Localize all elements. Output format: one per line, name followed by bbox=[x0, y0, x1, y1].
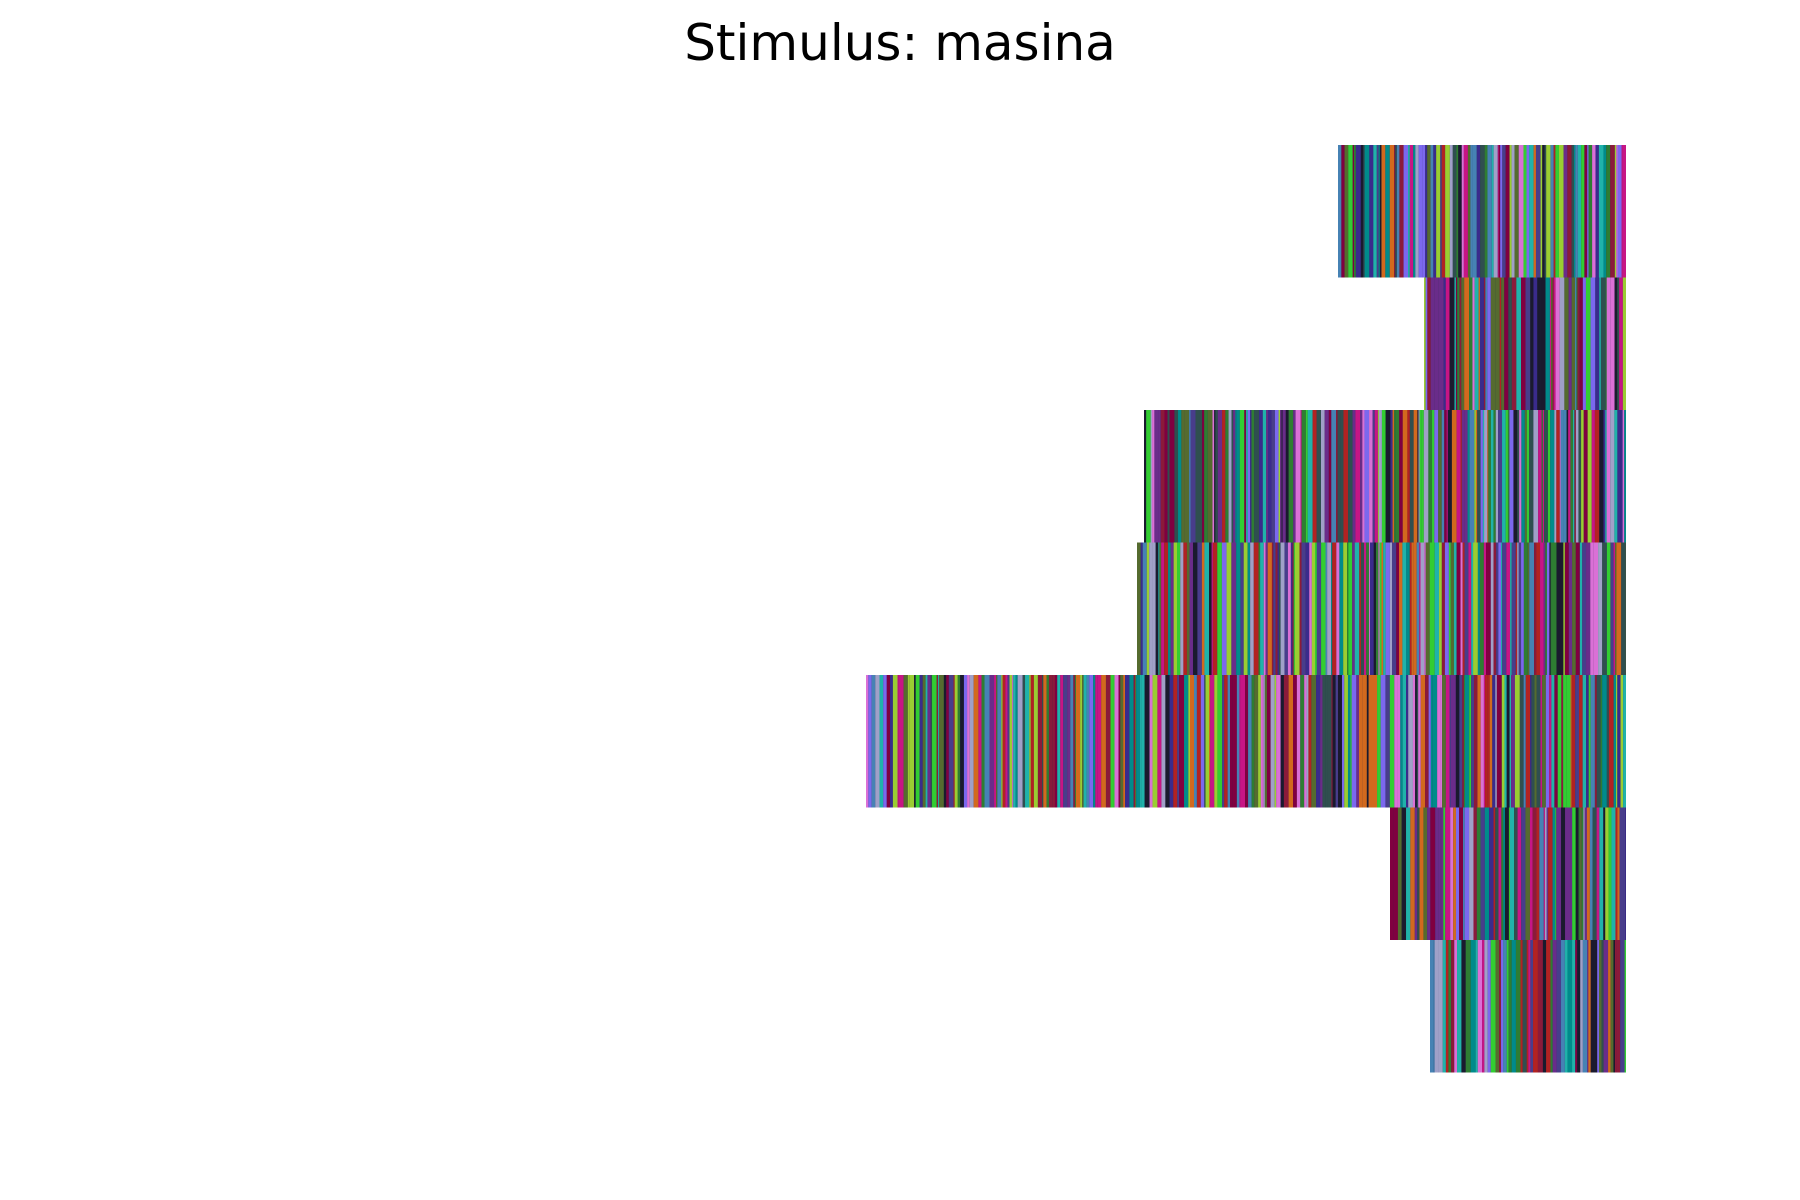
bar-1 bbox=[1338, 145, 1626, 278]
bar-5 bbox=[866, 675, 1626, 808]
bar-4 bbox=[1137, 542, 1626, 675]
chart-title: Stimulus: masina bbox=[684, 14, 1116, 72]
bar-3 bbox=[1144, 410, 1626, 543]
bar-6 bbox=[1390, 807, 1626, 940]
bar-7 bbox=[1430, 940, 1626, 1073]
bar-2 bbox=[1424, 277, 1626, 410]
